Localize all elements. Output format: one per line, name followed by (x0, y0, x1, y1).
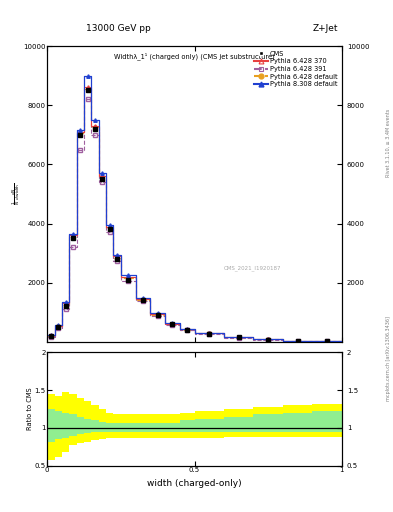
Text: 13000 GeV pp: 13000 GeV pp (86, 24, 150, 33)
Legend: CMS, Pythia 6.428 370, Pythia 6.428 391, Pythia 6.428 default, Pythia 8.308 defa: CMS, Pythia 6.428 370, Pythia 6.428 391,… (253, 50, 339, 89)
Text: mcplots.cern.ch [arXiv:1306.3436]: mcplots.cern.ch [arXiv:1306.3436] (386, 316, 391, 401)
Text: Rivet 3.1.10, ≥ 3.4M events: Rivet 3.1.10, ≥ 3.4M events (386, 109, 391, 178)
Text: Widthλ_1¹ (charged only) (CMS jet substructure): Widthλ_1¹ (charged only) (CMS jet substr… (114, 52, 275, 60)
X-axis label: width (charged-only): width (charged-only) (147, 479, 242, 488)
Text: CMS_2021_I1920187: CMS_2021_I1920187 (224, 265, 281, 271)
Text: Z+Jet: Z+Jet (312, 24, 338, 33)
Y-axis label: Ratio to CMS: Ratio to CMS (27, 388, 33, 431)
Y-axis label: $\frac{1}{N}\,\frac{dN}{d\,\mathrm{width}}$: $\frac{1}{N}\,\frac{dN}{d\,\mathrm{width… (10, 183, 22, 205)
